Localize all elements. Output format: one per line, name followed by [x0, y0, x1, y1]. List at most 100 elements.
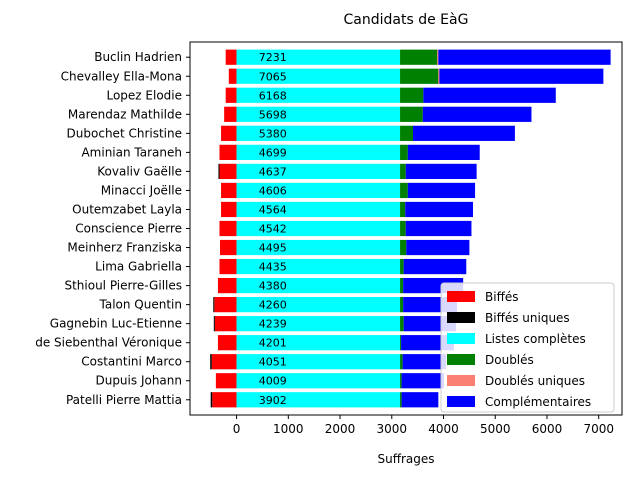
legend-label: Biffés uniques — [485, 311, 570, 325]
chart-title: Candidats de EàG — [344, 12, 469, 28]
bar-total-label: 4260 — [259, 299, 287, 312]
bar-segment — [402, 354, 447, 370]
legend-swatch — [447, 312, 475, 323]
y-tick-label: Lima Gabriella — [95, 260, 182, 274]
bar-segment — [236, 220, 401, 237]
bar-segment — [405, 163, 477, 180]
y-tick-label: Buclin Hadrien — [94, 50, 182, 64]
bar-total-label: 4009 — [259, 375, 287, 388]
bar-segment — [219, 144, 237, 160]
y-tick-label: Minacci Joëlle — [101, 183, 182, 197]
bar-total-label: 4542 — [259, 223, 287, 236]
bar-segment — [236, 87, 401, 103]
bar-total-label: 6168 — [259, 89, 287, 102]
legend-label: Doublés — [485, 353, 534, 367]
bar-segment — [401, 392, 439, 408]
y-tick-label: de Siebenthal Véronique — [35, 336, 182, 350]
x-tick-label: 5000 — [480, 422, 511, 436]
legend-label: Doublés uniques — [485, 374, 585, 388]
bar-segment — [236, 125, 401, 141]
bar-segment — [405, 220, 472, 237]
bar-segment — [400, 144, 408, 160]
bar-segment — [215, 373, 237, 389]
legend-swatch — [447, 291, 475, 302]
bar-segment — [407, 144, 480, 160]
bar-segment — [438, 49, 611, 65]
bar-segment — [400, 392, 402, 408]
bar-segment — [400, 125, 413, 141]
y-tick-label: Dubochet Christine — [67, 126, 182, 140]
bar-total-label: 3902 — [259, 394, 287, 407]
bar-total-label: 7231 — [259, 51, 287, 64]
bar-total-label: 4699 — [259, 146, 287, 159]
legend-swatch — [447, 333, 475, 344]
bar-segment — [400, 373, 402, 389]
legend: Biffés Biffés uniques Listes complètes Doub… — [440, 282, 615, 413]
bar-segment — [406, 239, 470, 256]
bar-segment — [236, 335, 401, 351]
bar-segment — [211, 354, 237, 370]
bar-segment — [228, 68, 237, 84]
bar-segment — [236, 182, 401, 199]
bar-segment — [400, 220, 406, 237]
legend-label: Listes complètes — [485, 332, 586, 346]
bar-segment — [219, 220, 237, 237]
bar-segment — [236, 49, 401, 65]
bar-segment — [236, 201, 401, 218]
bar-segment — [401, 373, 445, 389]
bar-segment — [217, 335, 237, 351]
bar-segment — [422, 106, 532, 122]
bar-segment — [225, 49, 237, 65]
bar-segment — [400, 258, 404, 275]
bar-total-label: 5380 — [259, 127, 287, 140]
y-tick-label: Meinherz Franziska — [67, 241, 182, 255]
bar-segment — [214, 316, 237, 332]
bar-segment — [423, 87, 556, 103]
bar-segment — [439, 68, 604, 84]
bar-total-label: 7065 — [259, 70, 287, 83]
bar-segment — [400, 87, 424, 103]
bar-segment — [236, 392, 401, 408]
x-tick-label: 4000 — [428, 422, 459, 436]
bar-total-label: 5698 — [259, 108, 287, 121]
bar-segment — [213, 316, 215, 332]
bar-segment — [221, 182, 237, 199]
legend-swatch — [447, 375, 475, 386]
bar-segment — [400, 106, 423, 122]
x-tick-label: 6000 — [532, 422, 563, 436]
bar-segment — [214, 297, 237, 313]
bar-segment — [437, 49, 439, 65]
y-tick-label: Talon Quentin — [99, 298, 182, 312]
bar-segment — [217, 277, 237, 294]
x-tick-label: 7000 — [583, 422, 614, 436]
bar-segment — [219, 163, 237, 180]
y-tick-label: Gagnebin Luc-Etienne — [50, 317, 182, 331]
bar-segment — [407, 182, 476, 199]
bar-total-label: 4495 — [259, 242, 287, 255]
bar-segment — [236, 258, 401, 275]
bar-segment — [400, 297, 404, 313]
y-tick-label: Kovaliv Gaëlle — [97, 164, 182, 178]
y-tick-labels: Buclin Hadrien Chevalley Ella-Mona Lopez E… — [35, 50, 190, 407]
y-tick-label: Sthioul Pierre-Gilles — [64, 279, 182, 293]
legend-label: Biffés — [485, 290, 518, 304]
bar-segment — [213, 297, 215, 313]
bar-segment — [210, 354, 212, 370]
bar-segment — [400, 182, 408, 199]
bar-segment — [400, 68, 439, 84]
y-tick-label: Patelli Pierre Mattia — [66, 393, 182, 407]
bar-segment — [210, 392, 213, 408]
bar-segment — [400, 49, 438, 65]
x-tick-label: 0 — [233, 422, 241, 436]
bar-segment — [400, 163, 406, 180]
bar-segment — [236, 277, 401, 294]
x-axis-label: Suffrages — [377, 452, 434, 466]
bar-segment — [236, 316, 401, 332]
y-tick-label: Aminian Taraneh — [81, 145, 182, 159]
bar-segment — [236, 354, 401, 370]
bar-segment — [219, 258, 237, 275]
bar-segment — [236, 68, 401, 84]
bar-segment — [400, 354, 403, 370]
bar-segment — [236, 144, 401, 160]
bar-segment — [236, 297, 401, 313]
